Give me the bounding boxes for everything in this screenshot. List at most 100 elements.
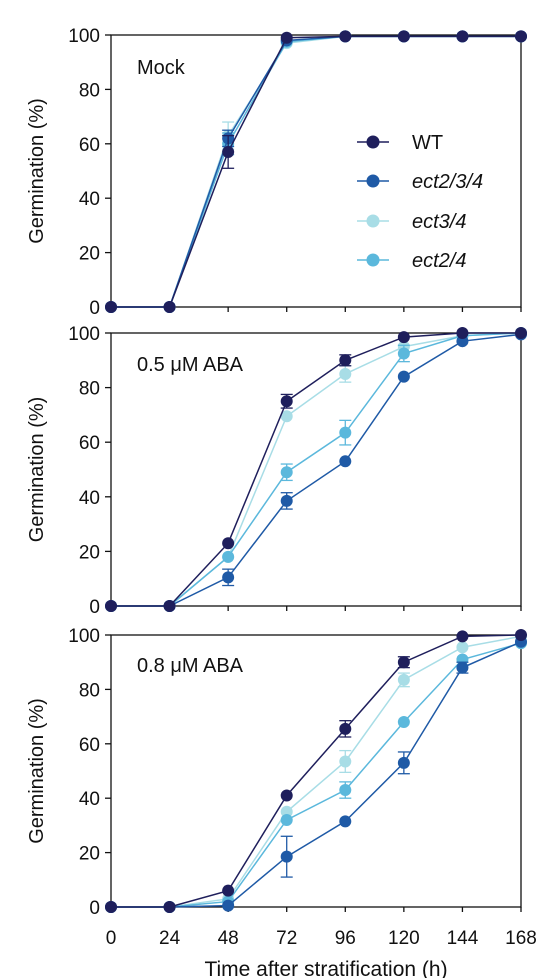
x-tick-label: 120 — [388, 928, 420, 949]
legend-marker — [366, 135, 380, 149]
data-point — [515, 30, 527, 43]
data-point — [397, 30, 410, 43]
data-point — [339, 367, 352, 380]
legend: WT ect2/3/4 ect3/4 ect2/4 — [357, 132, 483, 272]
data-point — [280, 850, 293, 863]
data-point — [105, 901, 117, 913]
legend-label: ect2/4 — [412, 250, 466, 272]
data-point — [280, 789, 293, 802]
chart-panel-3: 0 20 40 60 80 100 0 24 48 72 96 120 144 168 Germinatio… — [26, 626, 537, 978]
data-point — [339, 354, 352, 367]
y-tick-label: 40 — [79, 189, 100, 210]
data-point — [339, 784, 352, 797]
plot-frame — [110, 634, 522, 908]
data-point — [339, 722, 352, 735]
series-line — [111, 642, 522, 908]
x-tick-label: 48 — [218, 928, 239, 949]
data-point — [397, 716, 410, 729]
data-point — [339, 815, 352, 828]
series-line — [111, 332, 521, 607]
x-tick-label: 0 — [106, 928, 117, 949]
data-point — [339, 755, 352, 768]
series-WT — [105, 30, 527, 313]
y-tick-label: 100 — [68, 26, 100, 47]
series-line — [111, 333, 522, 607]
data-point — [105, 600, 117, 612]
series-ect2-3-4 — [105, 635, 527, 913]
data-point — [105, 301, 117, 313]
data-point — [280, 410, 293, 423]
data-point — [515, 327, 527, 339]
data-point — [280, 466, 293, 479]
data-point — [397, 656, 410, 669]
data-point — [222, 550, 235, 563]
x-tick-label: 168 — [505, 928, 537, 949]
data-point — [222, 537, 235, 550]
data-point — [222, 899, 235, 912]
y-tick-label: 40 — [79, 789, 100, 810]
data-point — [397, 756, 410, 769]
y-tick-label: 80 — [79, 379, 100, 400]
data-point — [397, 331, 410, 344]
data-point — [163, 901, 176, 913]
data-point — [456, 661, 469, 674]
data-point — [339, 455, 352, 468]
data-point — [222, 145, 235, 158]
chart-panel-2: 0 20 40 60 80 100 Germination (%) 0.5 μM ABA — [26, 324, 527, 618]
data-point — [397, 370, 410, 383]
data-point — [456, 641, 469, 654]
series-line — [111, 641, 522, 908]
series-WT — [105, 327, 527, 612]
y-tick-label: 80 — [79, 680, 100, 701]
y-tick-label: 40 — [79, 488, 100, 509]
series-line — [111, 35, 521, 308]
y-tick-label: 0 — [89, 597, 100, 618]
data-point — [397, 673, 410, 686]
series-line — [111, 332, 522, 607]
plot-frame — [110, 34, 522, 308]
y-axis-label: Germination (%) — [26, 98, 48, 244]
data-point — [456, 327, 469, 339]
y-tick-label: 100 — [68, 324, 100, 345]
data-point — [456, 630, 469, 643]
data-point — [222, 884, 235, 897]
data-point — [163, 301, 176, 313]
legend-marker — [366, 174, 380, 188]
data-point — [456, 30, 469, 43]
y-tick-label: 20 — [79, 244, 100, 265]
y-tick-label: 0 — [89, 298, 100, 319]
y-tick-label: 60 — [79, 735, 100, 756]
y-tick-label: 100 — [68, 626, 100, 647]
series-ect2-4 — [105, 637, 527, 913]
condition-label: Mock — [137, 57, 186, 79]
x-tick-label: 24 — [159, 928, 181, 949]
y-tick-label: 80 — [79, 80, 100, 101]
x-tick-label: 72 — [276, 928, 297, 949]
y-tick-label: 0 — [89, 898, 100, 919]
x-axis-label: Time after stratification (h) — [204, 958, 447, 978]
data-point — [280, 31, 293, 44]
y-tick-label: 60 — [79, 135, 100, 156]
condition-label: 0.8 μM ABA — [137, 655, 244, 677]
data-point — [339, 30, 352, 43]
y-axis-label: Germination (%) — [26, 397, 48, 543]
data-point — [397, 347, 410, 360]
series-line — [111, 634, 522, 908]
legend-marker — [366, 214, 380, 228]
data-point — [163, 600, 176, 612]
legend-label: ect2/3/4 — [412, 171, 483, 193]
y-tick-label: 20 — [79, 542, 100, 563]
plot-frame — [110, 332, 522, 607]
data-point — [280, 813, 293, 826]
y-axis-label: Germination (%) — [26, 698, 48, 844]
data-point — [222, 571, 235, 584]
data-point — [280, 395, 293, 408]
legend-label: ect3/4 — [412, 211, 466, 233]
data-point — [280, 494, 293, 507]
x-tick-label: 96 — [335, 928, 356, 949]
y-tick-label: 20 — [79, 844, 100, 865]
legend-marker — [366, 253, 380, 267]
condition-label: 0.5 μM ABA — [137, 354, 244, 376]
y-tick-label: 60 — [79, 433, 100, 454]
